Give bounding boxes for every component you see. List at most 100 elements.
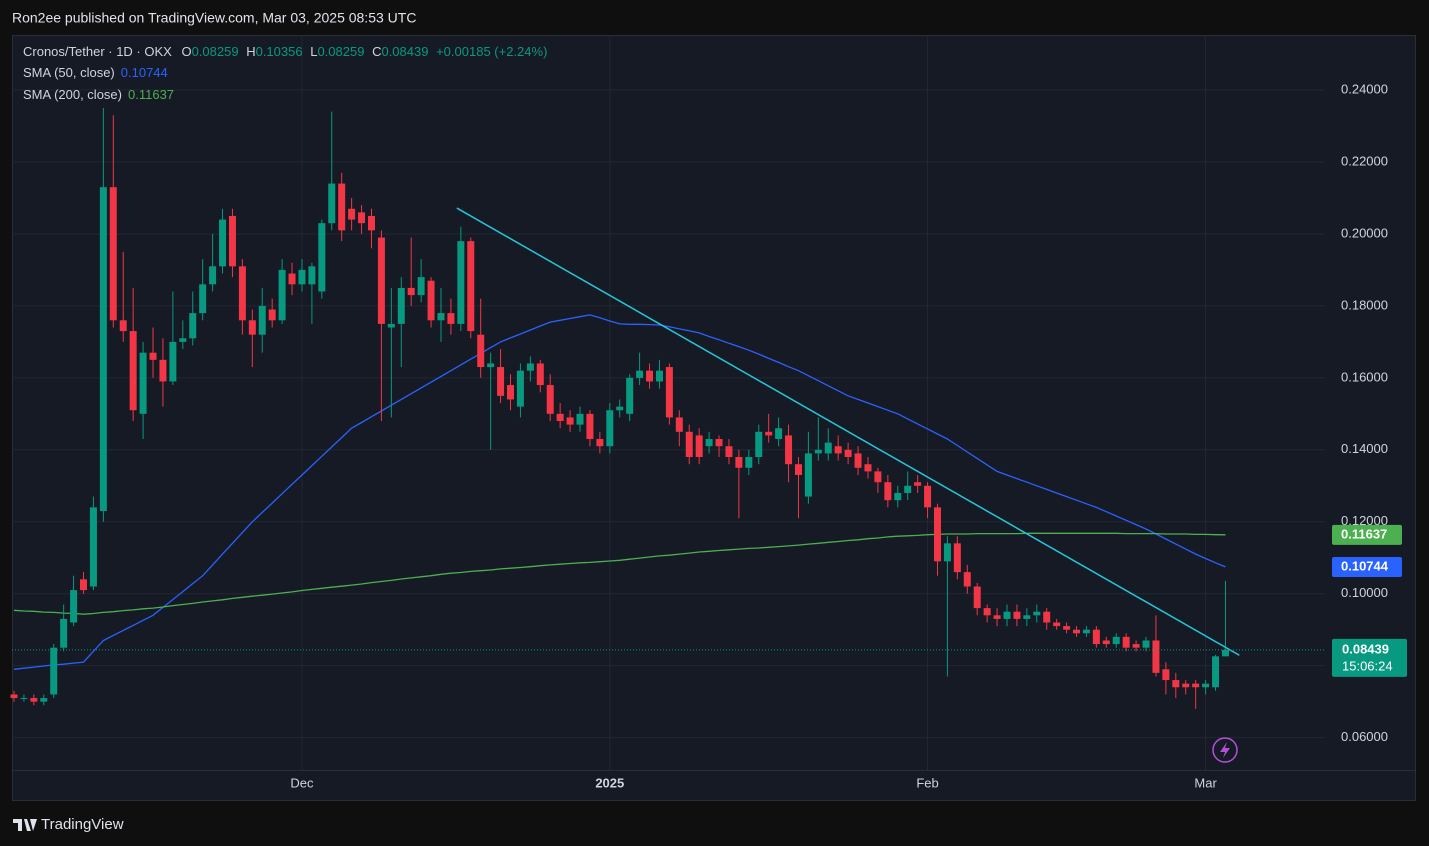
candle-body <box>814 449 822 454</box>
candle-body <box>10 694 18 699</box>
candle-body <box>1043 611 1051 623</box>
ohlc-label: O <box>181 44 191 59</box>
candle-body <box>745 457 753 468</box>
plot <box>10 108 1325 709</box>
candle-body <box>358 212 366 224</box>
candle-body <box>924 485 932 508</box>
candle-body <box>507 385 514 400</box>
candle-body <box>219 219 227 267</box>
y-tick-label: 0.12000 <box>1341 513 1388 528</box>
candle-body <box>655 370 663 382</box>
candle-body <box>1182 683 1190 688</box>
candle-body <box>1172 680 1180 688</box>
candle-body <box>864 464 872 472</box>
candle-body <box>963 572 971 587</box>
candle-body <box>119 320 127 332</box>
candle-body <box>824 442 832 454</box>
candle-body <box>50 647 58 695</box>
y-tick-label: 0.24000 <box>1341 81 1388 96</box>
candle-body <box>387 323 395 328</box>
y-tick-label: 0.14000 <box>1341 441 1388 456</box>
footer-logo: TradingView <box>13 816 124 833</box>
symbol-title: Cronos/Tether · 1D · OKX <box>23 44 172 59</box>
candle-body <box>894 492 902 501</box>
candle-body <box>298 269 306 285</box>
legend-value: 0.11637 <box>128 87 174 102</box>
legend-sma50: SMA (50, close) 0.10744 <box>23 65 168 80</box>
candle-body <box>626 377 634 414</box>
candle-body <box>238 266 246 321</box>
candle-body <box>646 370 654 382</box>
candle-body <box>1063 626 1071 630</box>
candle-body <box>695 435 703 458</box>
candle-body <box>775 428 783 440</box>
candle-body <box>169 341 177 382</box>
price-tag-label: 0.08439 <box>1342 641 1389 656</box>
candle-body <box>765 431 773 436</box>
candle-body <box>1162 669 1170 681</box>
candle-body <box>755 431 763 458</box>
candle-body <box>1112 636 1120 645</box>
y-tick-label: 0.18000 <box>1341 297 1388 312</box>
candle-body <box>1003 611 1011 619</box>
x-tick-label: 2025 <box>595 775 624 790</box>
y-tick-label: 0.06000 <box>1341 729 1388 744</box>
candle-body <box>248 320 256 335</box>
candle-body <box>1202 683 1210 688</box>
candle-body <box>675 417 683 432</box>
candle-body <box>1092 629 1100 645</box>
candle-body <box>586 413 594 440</box>
candle-body <box>1221 649 1229 657</box>
y-tick-label: 0.20000 <box>1341 225 1388 240</box>
candle-body <box>308 266 316 285</box>
candle-body <box>40 698 48 702</box>
candle-body <box>417 277 425 296</box>
candle-body <box>685 431 693 458</box>
candle-body <box>794 464 802 475</box>
candle-body <box>735 457 743 468</box>
icon-bolt <box>1220 742 1230 758</box>
ohlc-value: 0.08439 <box>381 44 428 59</box>
candle-body <box>834 446 842 454</box>
legend-name: SMA (200, close) <box>23 87 122 102</box>
candle-body <box>665 367 673 418</box>
price-tag-label: 0.11637 <box>1341 526 1387 541</box>
candle-body <box>30 698 38 702</box>
candle-body <box>953 543 961 573</box>
candle-body <box>89 507 97 587</box>
legend-main: Cronos/Tether · 1D · OKX O0.08259 H0.103… <box>23 44 547 59</box>
candle-body <box>1212 656 1220 688</box>
y-tick-label: 0.22000 <box>1341 153 1388 168</box>
candle-body <box>20 698 28 700</box>
ohlc-label: H <box>246 44 255 59</box>
candle-body <box>189 313 197 339</box>
brand: TradingView <box>41 816 124 833</box>
candle-body <box>487 363 495 368</box>
candle-body <box>377 237 385 324</box>
candle-body <box>70 590 78 623</box>
candle-body <box>536 363 544 386</box>
y-tick-label: 0.16000 <box>1341 369 1388 384</box>
candle-body <box>318 223 326 292</box>
candle-body <box>546 385 554 414</box>
candle-body <box>914 482 922 486</box>
candle-body <box>1033 611 1041 616</box>
price-tag <box>1332 638 1407 677</box>
candle-body <box>596 439 604 447</box>
candle-body <box>705 439 713 447</box>
candle-body <box>616 406 624 411</box>
candle-body <box>278 269 286 321</box>
candle-body <box>1152 640 1160 673</box>
candle-body <box>606 410 614 447</box>
ohlc-value: 0.08259 <box>317 44 364 59</box>
price-tag <box>1332 556 1402 577</box>
candle-body <box>636 370 644 378</box>
candle-body <box>199 284 207 314</box>
candle-body <box>526 363 534 371</box>
candle-body <box>228 215 236 267</box>
countdown: 15:06:24 <box>1342 658 1393 673</box>
candle-body <box>844 449 852 458</box>
candle-body <box>983 608 991 616</box>
